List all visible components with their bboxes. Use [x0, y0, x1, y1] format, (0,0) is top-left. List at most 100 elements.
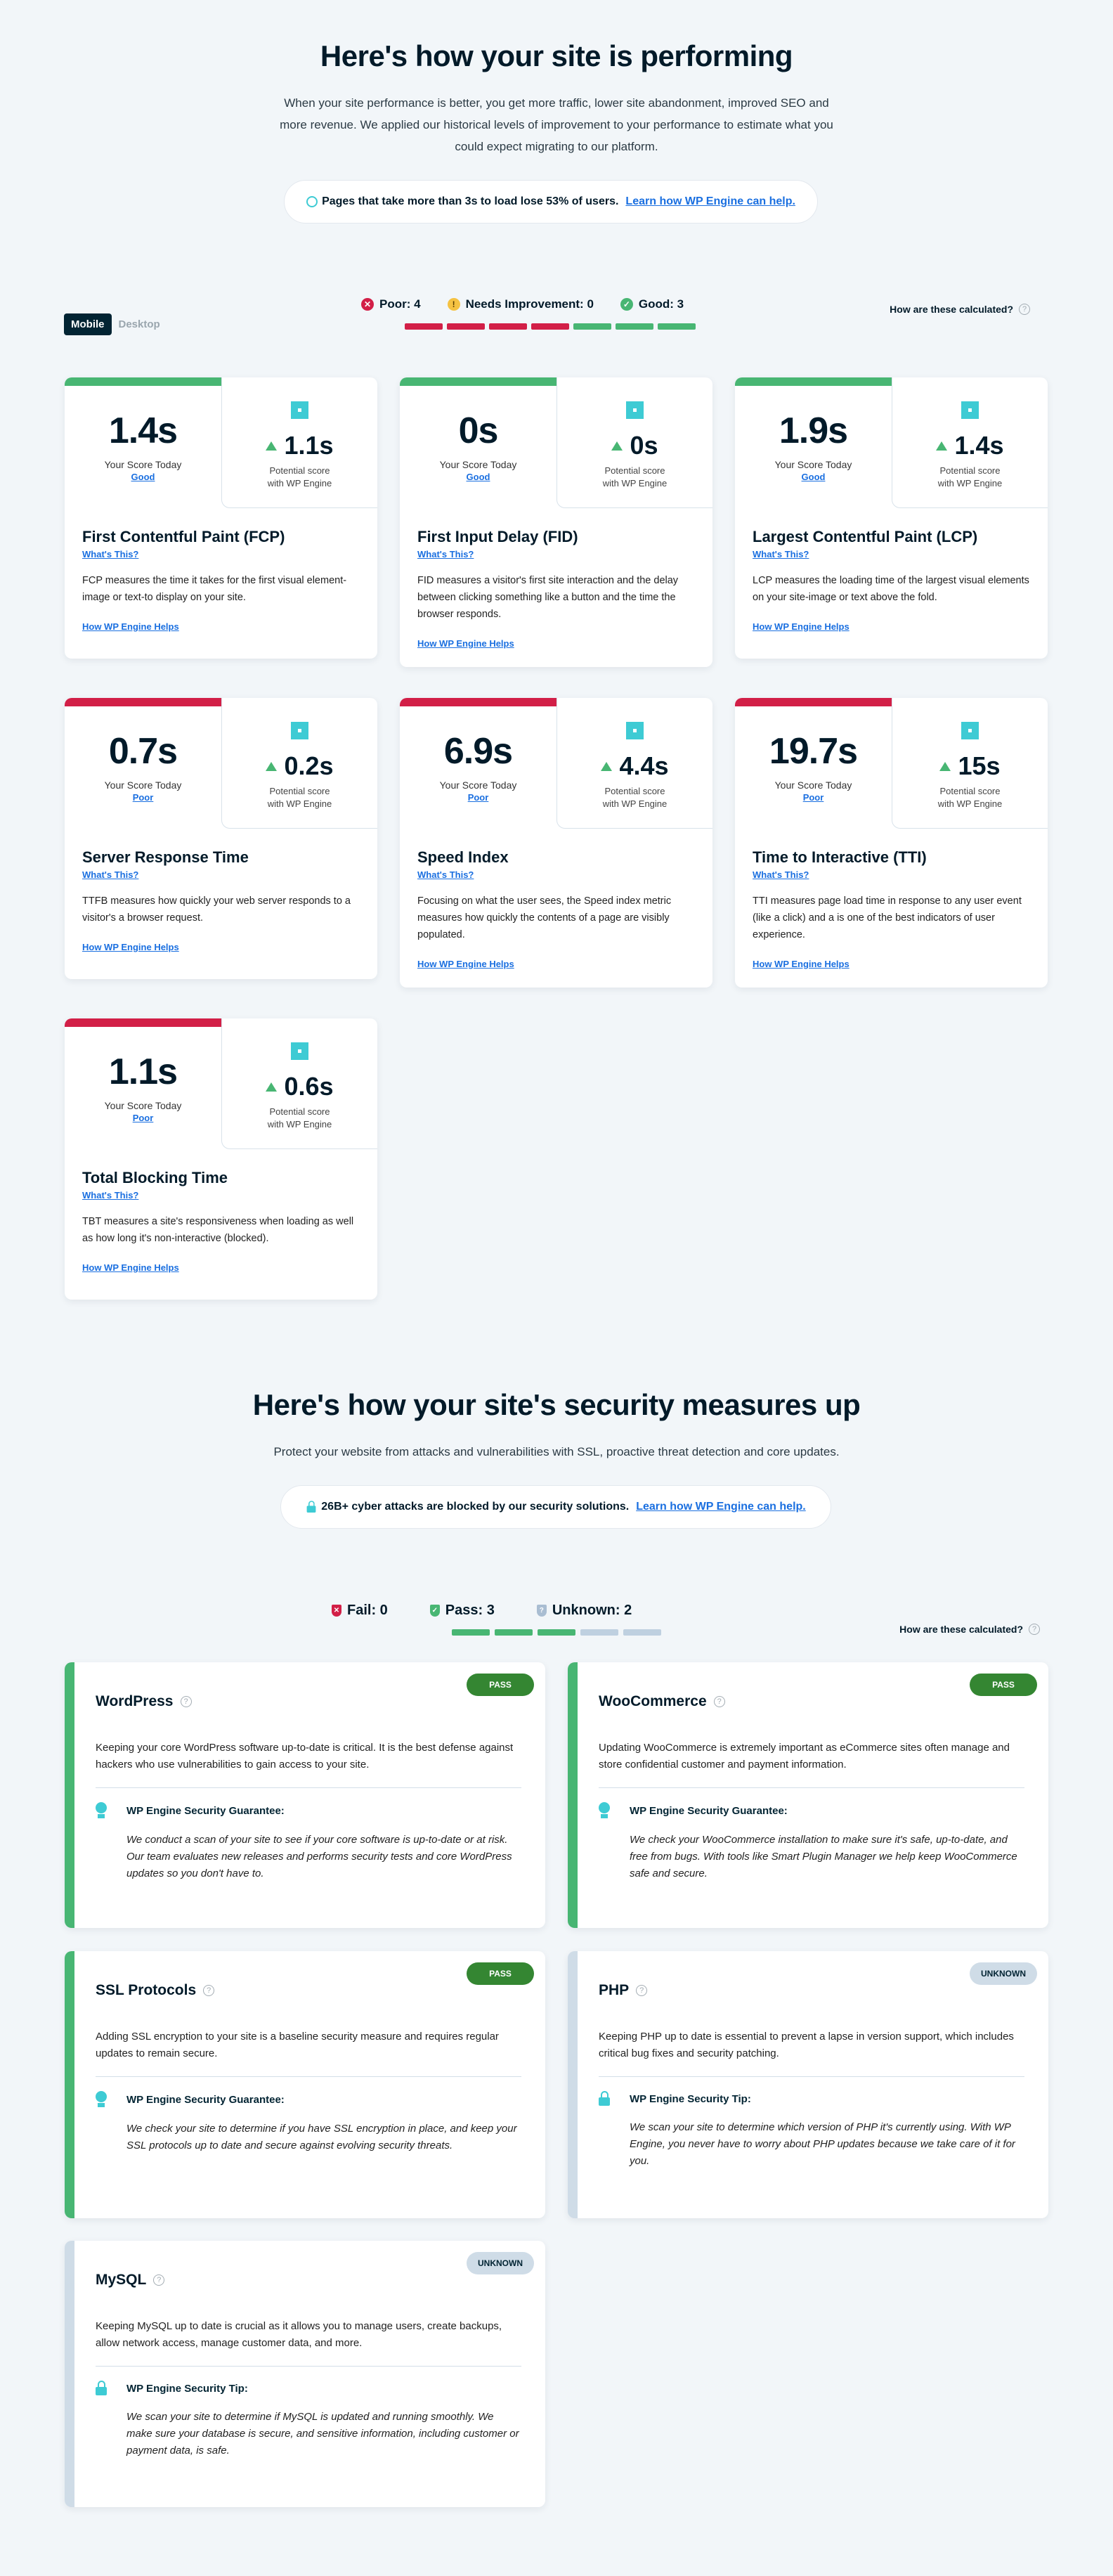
security-card: UNKNOWN MySQL? Keeping MySQL up to date … [65, 2241, 545, 2507]
guarantee-title: WP Engine Security Guarantee: [126, 1804, 285, 1817]
security-item-description: Adding SSL encryption to your site is a … [96, 2031, 499, 2059]
summary-good: ✓ Good: 3 [620, 297, 684, 311]
help-icon[interactable]: ? [1019, 304, 1030, 315]
security-item-description: Updating WooCommerce is extremely import… [599, 1742, 1010, 1771]
lock-icon [96, 2381, 107, 2396]
metric-card: 6.9s Your Score Today Poor 4.4s Potentia… [400, 698, 712, 988]
banner-text: 26B+ cyber attacks are blocked by our se… [321, 1501, 630, 1513]
metric-title: Time to Interactive (TTI) [753, 848, 927, 866]
security-item-description: Keeping your core WordPress software up-… [96, 1742, 514, 1771]
how-wp-engine-helps-link[interactable]: How WP Engine Helps [753, 959, 850, 969]
pass-count: Pass: 3 [445, 1603, 495, 1618]
summary-fail: ✕ Fail: 0 [332, 1603, 388, 1619]
divider [96, 1787, 521, 1788]
how-wp-engine-helps-link[interactable]: How WP Engine Helps [753, 621, 850, 632]
divider [96, 2366, 521, 2367]
whats-this-link[interactable]: What's This? [82, 549, 139, 559]
whats-this-link[interactable]: What's This? [417, 549, 474, 559]
whats-this-link[interactable]: What's This? [417, 869, 474, 880]
tab-mobile[interactable]: Mobile [64, 313, 112, 335]
guarantee-title: WP Engine Security Tip: [630, 2092, 751, 2105]
guarantee-text: We conduct a scan of your site to see if… [126, 1834, 512, 1879]
how-wp-engine-helps-link[interactable]: How WP Engine Helps [417, 638, 514, 649]
performance-banner: Pages that take more than 3s to load los… [284, 180, 818, 224]
how-calculated-link[interactable]: How are these calculated?? [890, 304, 1030, 315]
banner-learn-link[interactable]: Learn how WP Engine can help. [625, 195, 795, 207]
whats-this-link[interactable]: What's This? [753, 869, 809, 880]
wp-engine-logo-icon [626, 722, 644, 739]
arrow-up-icon [266, 441, 278, 451]
lock-icon [306, 1501, 316, 1513]
security-progress-bars [452, 1629, 661, 1636]
how-wp-engine-helps-link[interactable]: How WP Engine Helps [417, 959, 514, 969]
status-badge: UNKNOWN [467, 2252, 534, 2274]
rating-link[interactable]: Good [466, 472, 490, 482]
score-today-label: Your Score Today [104, 459, 182, 470]
how-wp-engine-helps-link[interactable]: How WP Engine Helps [82, 1262, 179, 1273]
potential-value: 1.4s [954, 431, 1004, 460]
performance-title: Here's how your site is performing [320, 39, 793, 72]
score-value: 0s [458, 410, 499, 451]
potential-with-label: with WP Engine [267, 1119, 332, 1130]
rating-link[interactable]: Poor [467, 792, 489, 803]
metric-title: Server Response Time [82, 848, 249, 866]
summary-pass: ✓ Pass: 3 [429, 1603, 495, 1619]
progress-segment-unknown [580, 1629, 618, 1636]
how-calculated-link[interactable]: How are these calculated?? [899, 1624, 1040, 1635]
arrow-up-icon [266, 1082, 278, 1092]
progress-segment-good [616, 323, 653, 330]
score-today-label: Your Score Today [774, 779, 852, 791]
tab-desktop[interactable]: Desktop [118, 318, 160, 330]
needs-count: Needs Improvement: 0 [465, 297, 594, 311]
potential-score: 0.6s Potential score with WP Engine [221, 1018, 377, 1149]
score-value: 19.7s [769, 731, 858, 772]
metric-title: Total Blocking Time [82, 1169, 228, 1186]
score-today-label: Your Score Today [104, 779, 182, 791]
whats-this-link[interactable]: What's This? [82, 869, 139, 880]
rating-link[interactable]: Poor [132, 792, 154, 803]
rating-link[interactable]: Poor [802, 792, 824, 803]
security-item-title: PHP [599, 1982, 630, 1998]
help-icon[interactable]: ? [203, 1985, 215, 1996]
help-icon[interactable]: ? [180, 1696, 192, 1707]
help-icon[interactable]: ? [636, 1985, 648, 1996]
potential-label: Potential score [939, 465, 1001, 476]
score-today: 1.9s Your Score Today Good [735, 377, 892, 508]
score-value: 1.1s [108, 1051, 178, 1092]
award-ribbon-icon [599, 1802, 610, 1819]
wp-engine-logo-icon [961, 722, 979, 739]
score-today-label: Your Score Today [104, 1100, 182, 1111]
score-value: 0.7s [108, 731, 178, 772]
help-icon[interactable]: ? [153, 2274, 165, 2286]
potential-label: Potential score [604, 786, 665, 796]
how-wp-engine-helps-link[interactable]: How WP Engine Helps [82, 621, 179, 632]
security-item-title: WooCommerce [599, 1693, 707, 1709]
potential-value: 4.4s [619, 751, 669, 780]
rating-link[interactable]: Good [801, 472, 826, 482]
wp-engine-logo-icon [961, 401, 979, 419]
potential-value: 15s [958, 751, 1001, 780]
how-wp-engine-helps-link[interactable]: How WP Engine Helps [82, 942, 179, 952]
potential-value: 0s [630, 431, 658, 460]
help-icon[interactable]: ? [713, 1696, 725, 1707]
banner-learn-link[interactable]: Learn how WP Engine can help. [636, 1501, 806, 1513]
rating-link[interactable]: Poor [132, 1113, 154, 1123]
shield-question-icon: ? [536, 1605, 547, 1617]
rating-link[interactable]: Good [131, 472, 155, 482]
shield-check-icon: ✓ [429, 1605, 440, 1617]
potential-with-label: with WP Engine [267, 798, 332, 809]
unknown-count: Unknown: 2 [552, 1603, 632, 1618]
help-icon[interactable]: ? [1029, 1624, 1040, 1635]
metric-description: FID measures a visitor's first site inte… [417, 575, 679, 620]
divider [96, 2076, 521, 2077]
metric-title: First Contentful Paint (FCP) [82, 528, 285, 545]
progress-segment-pass [538, 1629, 575, 1636]
whats-this-link[interactable]: What's This? [82, 1190, 139, 1200]
performance-progress-bars [405, 323, 696, 330]
security-card: UNKNOWN PHP? Keeping PHP up to date is e… [568, 1951, 1048, 2218]
whats-this-link[interactable]: What's This? [753, 549, 809, 559]
summary-unknown: ? Unknown: 2 [536, 1603, 632, 1619]
security-card: PASS WooCommerce? Updating WooCommerce i… [568, 1662, 1048, 1928]
divider [599, 2076, 1024, 2077]
security-card: PASS WordPress? Keeping your core WordPr… [65, 1662, 545, 1928]
